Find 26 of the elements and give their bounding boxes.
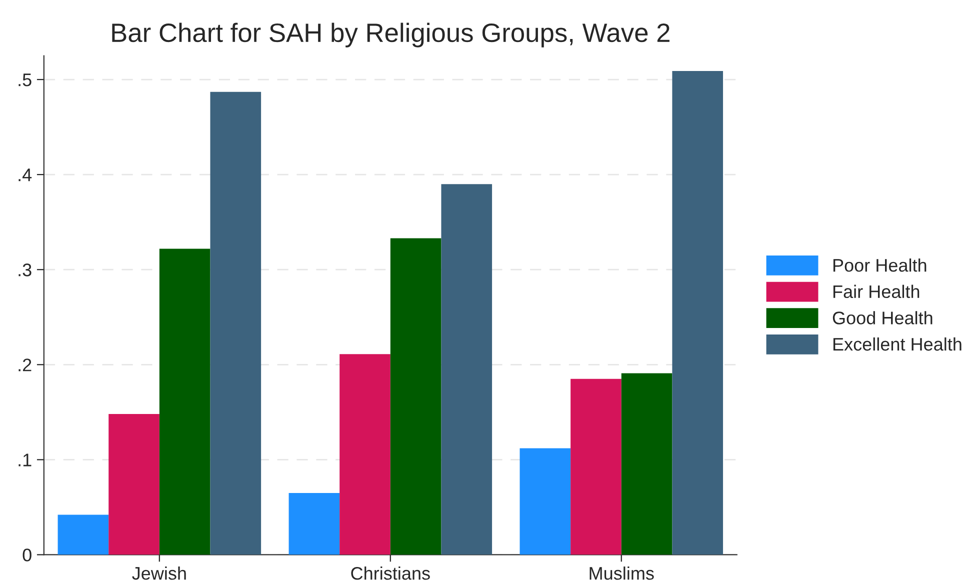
bar — [672, 70, 724, 555]
bar — [159, 248, 210, 555]
legend-label: Excellent Health — [833, 337, 962, 351]
bar — [390, 238, 442, 555]
y-tick-label: .1 — [18, 454, 32, 466]
chart-title: Bar Chart for SAH by Religious Groups, Wave 2 — [112, 22, 670, 48]
legend-label: Poor Health — [833, 258, 926, 272]
legend-label: Good Health — [832, 311, 932, 324]
bar — [621, 373, 672, 555]
legend-label: Fair Health — [833, 284, 920, 298]
x-tick-label: Jewish — [132, 566, 186, 580]
bar — [441, 184, 492, 555]
y-tick-label: 0 — [22, 548, 32, 562]
x-tick-label: Christians — [351, 566, 430, 580]
y-tick-label: .4 — [18, 168, 32, 182]
bar — [570, 378, 622, 555]
bar — [58, 514, 109, 555]
bar — [520, 448, 571, 555]
bar — [210, 92, 262, 555]
bar — [108, 414, 160, 555]
y-tick-label: .5 — [18, 74, 32, 86]
bar — [288, 492, 340, 555]
y-tick-label: .2 — [18, 358, 32, 372]
bar — [340, 354, 390, 555]
x-tick-label: Muslims — [590, 566, 654, 580]
y-tick-label: .3 — [18, 264, 32, 276]
